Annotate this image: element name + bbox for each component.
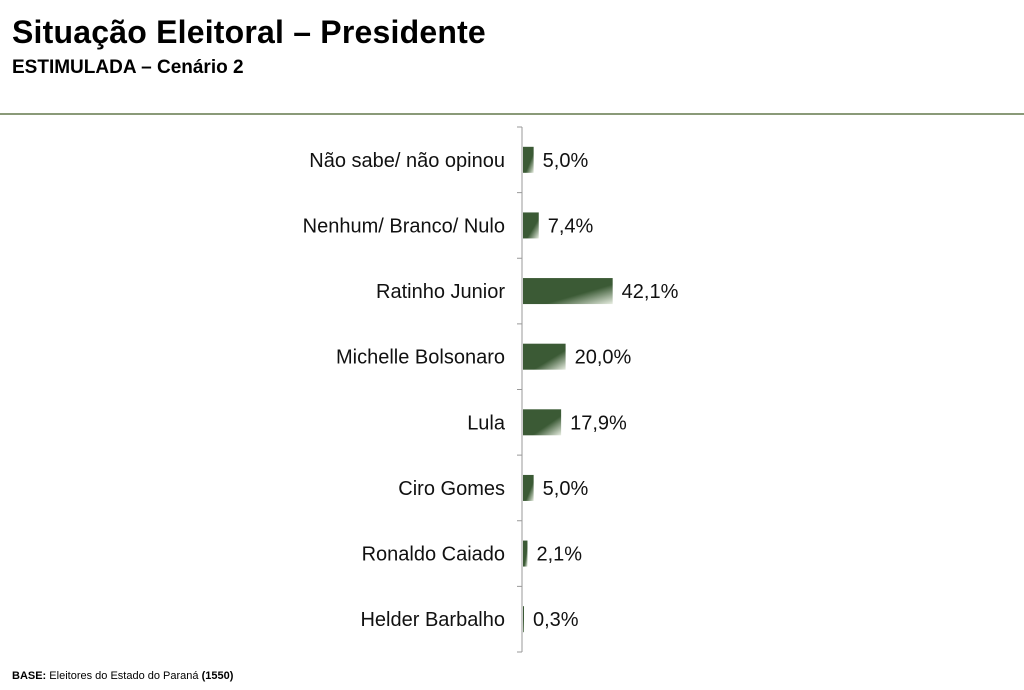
category-label: Ratinho Junior	[376, 281, 505, 303]
footer-base: BASE: Eleitores do Estado do Paraná (155…	[12, 670, 233, 682]
bar	[523, 278, 613, 305]
category-label: Lula	[467, 412, 506, 434]
base-text: Eleitores do Estado do Paraná	[49, 670, 199, 682]
page-subtitle: ESTIMULADA – Cenário 2	[12, 57, 244, 78]
bar	[523, 409, 562, 436]
base-count: (1550)	[201, 670, 234, 682]
data-label: 17,9%	[570, 412, 627, 434]
data-label: 2,1%	[536, 544, 582, 566]
bar	[523, 540, 528, 567]
category-label: Helder Barbalho	[360, 609, 505, 631]
data-label: 5,0%	[543, 478, 589, 500]
bar	[523, 606, 524, 633]
category-label: Ciro Gomes	[398, 478, 505, 500]
base-label: BASE:	[12, 670, 47, 682]
category-label: Não sabe/ não opinou	[309, 150, 505, 172]
category-label: Michelle Bolsonaro	[336, 347, 505, 369]
data-label: 0,3%	[533, 609, 579, 631]
data-label: 7,4%	[548, 215, 594, 237]
category-label: Ronaldo Caiado	[362, 544, 505, 566]
header-divider	[0, 113, 1024, 115]
category-label: Nenhum/ Branco/ Nulo	[303, 215, 505, 237]
bar	[523, 474, 534, 501]
page-title: Situação Eleitoral – Presidente	[12, 14, 486, 50]
bar	[523, 212, 539, 239]
bar	[523, 343, 566, 370]
data-label: 20,0%	[575, 347, 632, 369]
data-label: 42,1%	[622, 281, 679, 303]
bar	[523, 146, 534, 173]
data-label: 5,0%	[543, 150, 589, 172]
